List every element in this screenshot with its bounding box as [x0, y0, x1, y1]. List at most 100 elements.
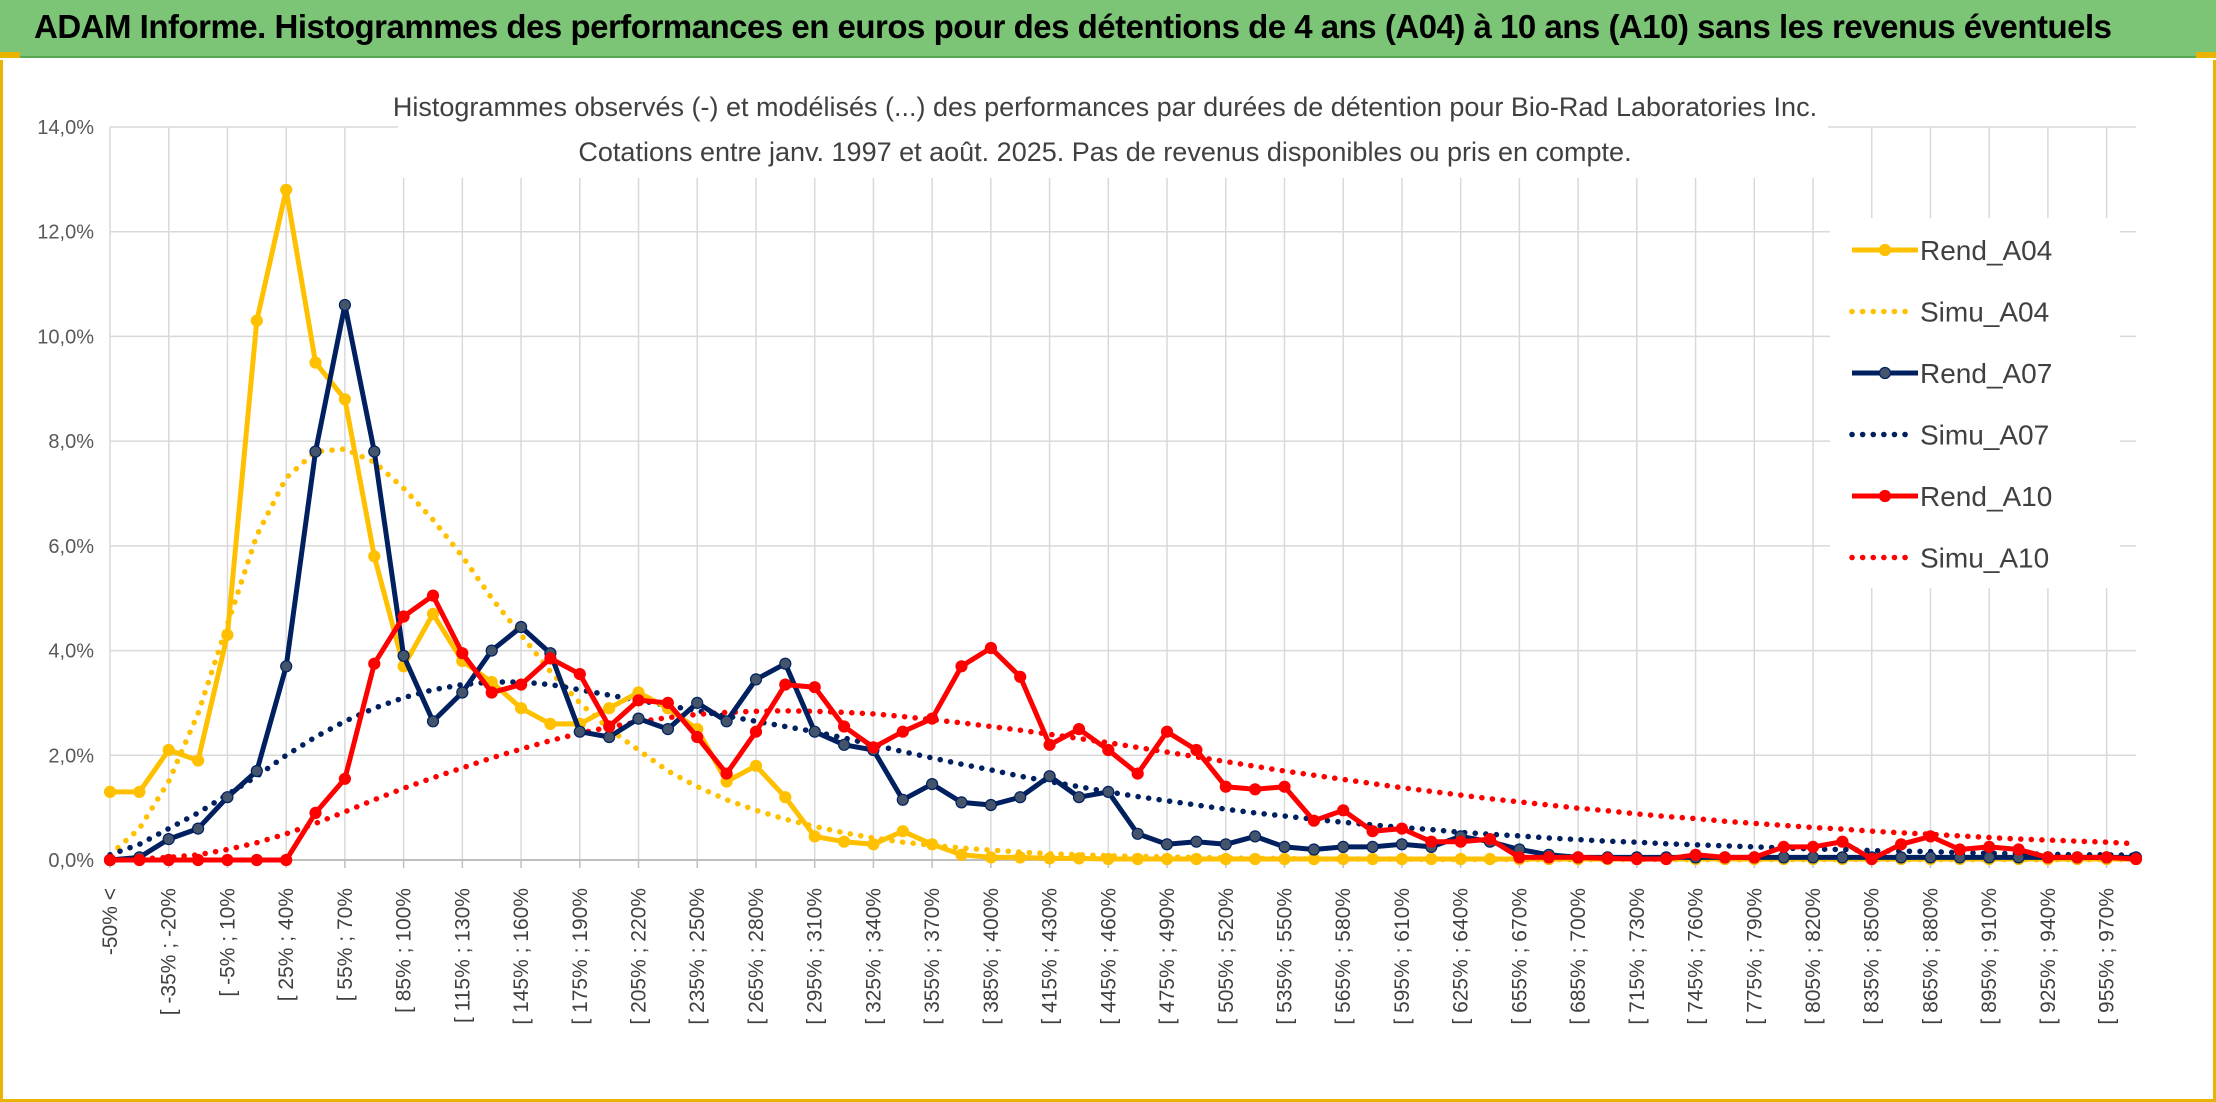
data-point-Rend_A07 — [720, 715, 733, 728]
legend-label: Simu_A10 — [1920, 543, 2049, 574]
data-point-Rend_A04 — [1366, 852, 1379, 866]
data-point-Rend_A07 — [984, 798, 998, 812]
x-tick-label: [ -35% ; -20% — [158, 888, 181, 1015]
data-point-Rend_A10 — [1513, 851, 1526, 864]
x-tick-label: [ 145% ; 160% — [510, 888, 533, 1025]
data-point-Rend_A10 — [1571, 851, 1585, 864]
data-point-Rend_A07 — [162, 832, 175, 846]
data-point-Rend_A07 — [1043, 770, 1056, 783]
data-point-Rend_A07 — [1806, 851, 1820, 864]
legend-marker — [1878, 243, 1892, 257]
data-point-Rend_A10 — [808, 681, 821, 694]
data-point-Rend_A10 — [1718, 851, 1732, 864]
data-point-Rend_A10 — [691, 730, 704, 744]
data-point-Rend_A04 — [1248, 852, 1262, 866]
data-point-Rend_A10 — [1102, 743, 1115, 757]
data-point-Rend_A07 — [1219, 838, 1232, 851]
legend: Rend_A04 Simu_A04 Rend_A07 Simu_A07 Rend_A10… — [1849, 235, 2052, 574]
data-point-Rend_A10 — [544, 652, 557, 665]
data-point-Rend_A07 — [925, 777, 939, 791]
legend-item-Rend_A04: Rend_A04 — [1852, 235, 2052, 266]
data-point-Rend_A07 — [250, 764, 263, 778]
data-point-Rend_A04 — [1160, 852, 1174, 866]
data-point-Rend_A10 — [955, 660, 968, 673]
x-axis-ticks: -50% < [ -35% ; -20% [ -5% ; 10% [ 25% ; 40… — [99, 888, 2119, 1025]
data-point-Rend_A10 — [1043, 738, 1056, 751]
x-tick-label: [ 175% ; 190% — [569, 888, 592, 1025]
data-point-Rend_A07 — [1102, 785, 1115, 799]
data-point-Rend_A07 — [808, 725, 821, 738]
data-point-Rend_A04 — [368, 550, 381, 563]
y-tick-label: 8,0% — [48, 431, 94, 453]
data-point-Rend_A04 — [1278, 852, 1291, 866]
data-point-Rend_A10 — [485, 686, 498, 699]
x-tick-label: [ 265% ; 280% — [745, 888, 768, 1025]
data-point-Rend_A04 — [808, 830, 821, 843]
legend-item-Simu_A04: Simu_A04 — [1849, 297, 2049, 328]
data-point-Rend_A10 — [720, 767, 733, 780]
series-line-Simu_A04 — [107, 446, 2139, 863]
y-tick-label: 0,0% — [48, 850, 94, 872]
data-point-Rend_A10 — [514, 678, 528, 691]
data-point-Rend_A04 — [896, 825, 909, 838]
title-background — [398, 90, 1828, 178]
legend-label: Simu_A04 — [1920, 297, 2049, 328]
data-point-Rend_A10 — [1748, 851, 1761, 864]
data-point-Rend_A07 — [1160, 838, 1174, 851]
data-point-Rend_A10 — [896, 725, 909, 738]
data-point-Rend_A07 — [1836, 851, 1849, 864]
legend-item-Rend_A07: Rend_A07 — [1852, 358, 2052, 389]
data-point-Rend_A04 — [955, 848, 968, 861]
data-point-Rend_A07 — [485, 644, 498, 657]
x-tick-label: [ 925% ; 940% — [2037, 888, 2060, 1025]
y-tick-label: 14,0% — [37, 117, 94, 139]
legend-label: Simu_A07 — [1920, 420, 2049, 451]
x-tick-label: [ 565% ; 580% — [1332, 888, 1355, 1025]
data-point-Rend_A10 — [368, 657, 381, 670]
data-point-Rend_A10 — [426, 589, 440, 602]
x-tick-label: [ 355% ; 370% — [921, 888, 944, 1025]
data-point-Rend_A07 — [749, 673, 763, 686]
legend-label: Rend_A07 — [1920, 358, 2052, 389]
x-tick-label: [ 235% ; 250% — [686, 888, 709, 1025]
x-tick-label: [ 625% ; 640% — [1450, 888, 1473, 1025]
data-point-Rend_A10 — [250, 853, 263, 867]
data-point-Rend_A10 — [837, 720, 851, 733]
data-point-Rend_A10 — [779, 678, 792, 691]
data-point-Rend_A07 — [955, 796, 968, 809]
x-tick-label: [ 715% ; 730% — [1626, 888, 1649, 1025]
data-point-Rend_A10 — [1190, 743, 1203, 757]
x-tick-label: -50% < — [99, 888, 122, 955]
data-point-Rend_A07 — [1337, 840, 1350, 854]
data-point-Rend_A07 — [1248, 830, 1262, 843]
data-point-Rend_A07 — [1307, 843, 1321, 856]
data-point-Rend_A10 — [1160, 725, 1174, 738]
data-point-Rend_A10 — [221, 853, 234, 867]
data-point-Rend_A04 — [1072, 852, 1086, 865]
x-tick-label: [ 85% ; 100% — [393, 888, 416, 1013]
data-point-Rend_A10 — [1425, 835, 1438, 848]
data-point-Rend_A10 — [925, 712, 939, 725]
chart-title-line2: Cotations entre janv. 1997 et août. 2025… — [578, 137, 1631, 167]
data-point-Rend_A04 — [779, 791, 792, 804]
data-point-Rend_A10 — [1366, 825, 1379, 838]
data-point-Rend_A04 — [1102, 852, 1115, 866]
data-point-Rend_A10 — [1983, 840, 1996, 854]
frame-corner-right — [2196, 52, 2216, 58]
data-point-Rend_A04 — [1425, 852, 1438, 866]
data-point-Rend_A10 — [749, 725, 763, 738]
data-point-Rend_A10 — [2129, 852, 2143, 866]
data-point-Rend_A10 — [1395, 822, 1409, 835]
data-point-Rend_A04 — [162, 743, 175, 757]
data-point-Rend_A10 — [1307, 814, 1321, 827]
data-point-Rend_A04 — [984, 851, 998, 864]
data-point-Rend_A10 — [661, 696, 675, 710]
data-point-Rend_A04 — [1395, 852, 1409, 866]
data-point-Rend_A07 — [368, 445, 381, 458]
chart-frame — [0, 60, 2216, 1102]
data-point-Rend_A10 — [1836, 835, 1849, 848]
x-tick-label: [ 55% ; 70% — [334, 888, 357, 1001]
data-point-Rend_A10 — [1014, 670, 1027, 683]
data-point-Rend_A07 — [1924, 851, 1937, 864]
